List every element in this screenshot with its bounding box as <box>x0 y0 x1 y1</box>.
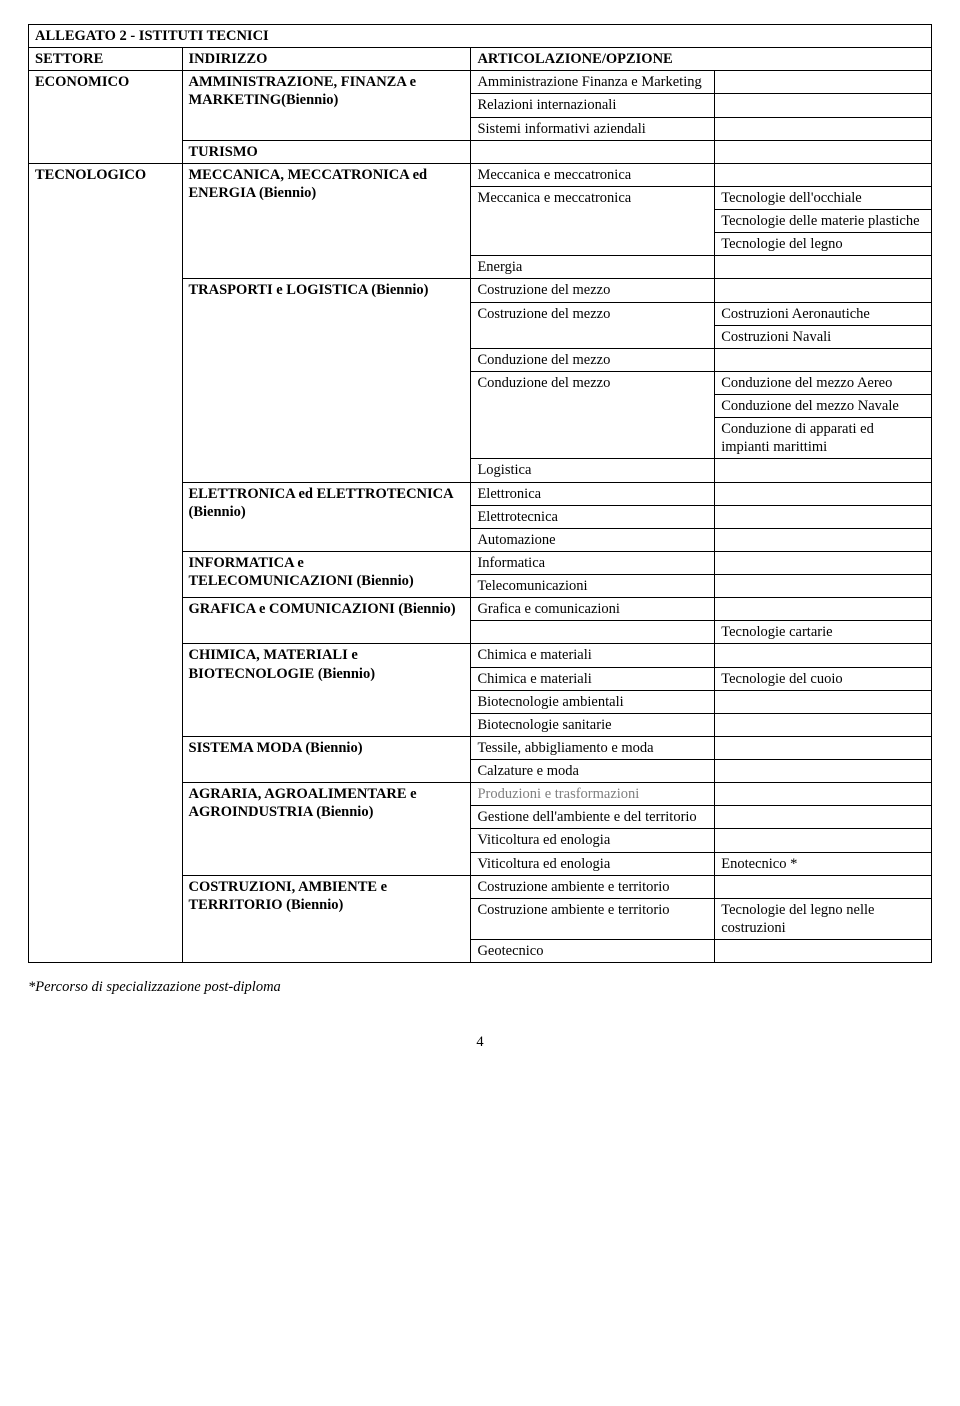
opt-cell: Costruzioni Aeronautiche <box>715 302 932 325</box>
opt-cell: Enotecnico * <box>715 852 932 875</box>
opt-cell <box>715 760 932 783</box>
opt-cell <box>715 875 932 898</box>
opt-cell <box>715 806 932 829</box>
art-cell: Chimica e materiali <box>471 644 715 667</box>
indirizzo-meccanica: MECCANICA, MECCATRONICA ed ENERGIA (Bien… <box>182 163 471 279</box>
opt-cell: Tecnologie cartarie <box>715 621 932 644</box>
art-cell: Meccanica e meccatronica <box>471 186 715 255</box>
art-cell: Meccanica e meccatronica <box>471 163 715 186</box>
art-cell: Viticoltura ed enologia <box>471 852 715 875</box>
art-cell: Grafica e comunicazioni <box>471 598 715 621</box>
art-cell: Automazione <box>471 528 715 551</box>
table-title: ALLEGATO 2 - ISTITUTI TECNICI <box>29 25 932 48</box>
footnote: *Percorso di specializzazione post-diplo… <box>28 979 932 996</box>
opt-cell: Conduzione del mezzo Navale <box>715 395 932 418</box>
opt-cell: Conduzione del mezzo Aereo <box>715 371 932 394</box>
art-cell: Produzioni e trasformazioni <box>471 783 715 806</box>
art-cell: Logistica <box>471 459 715 482</box>
opt-cell <box>715 644 932 667</box>
opt-cell: Tecnologie del legno <box>715 233 932 256</box>
opt-cell <box>715 459 932 482</box>
opt-cell <box>715 783 932 806</box>
opt-cell <box>715 736 932 759</box>
opt-cell <box>715 482 932 505</box>
opt-cell: Tecnologie delle materie plastiche <box>715 210 932 233</box>
art-cell <box>471 140 715 163</box>
art-cell: Costruzione del mezzo <box>471 279 715 302</box>
indirizzo-trasporti: TRASPORTI e LOGISTICA (Biennio) <box>182 279 471 482</box>
opt-cell <box>715 117 932 140</box>
opt-cell <box>715 575 932 598</box>
art-cell: Informatica <box>471 551 715 574</box>
opt-cell <box>715 279 932 302</box>
opt-cell <box>715 551 932 574</box>
art-cell <box>471 621 715 644</box>
opt-cell: Conduzione di apparati ed impianti marit… <box>715 418 932 459</box>
indirizzo-moda: SISTEMA MODA (Biennio) <box>182 736 471 782</box>
art-cell: Costruzione ambiente e territorio <box>471 875 715 898</box>
art-cell: Biotecnologie ambientali <box>471 690 715 713</box>
indirizzo-agraria: AGRARIA, AGROALIMENTARE e AGROINDUSTRIA … <box>182 783 471 876</box>
art-cell: Energia <box>471 256 715 279</box>
art-cell: Viticoltura ed enologia <box>471 829 715 852</box>
art-cell: Tessile, abbigliamento e moda <box>471 736 715 759</box>
opt-cell <box>715 505 932 528</box>
art-cell: Sistemi informativi aziendali <box>471 117 715 140</box>
opt-cell <box>715 940 932 963</box>
art-cell: Calzature e moda <box>471 760 715 783</box>
opt-cell <box>715 163 932 186</box>
opt-cell <box>715 256 932 279</box>
art-cell: Chimica e materiali <box>471 667 715 690</box>
indirizzo-turismo: TURISMO <box>182 140 471 163</box>
indirizzo-chimica: CHIMICA, MATERIALI e BIOTECNOLOGIE (Bien… <box>182 644 471 737</box>
page-number: 4 <box>28 1034 932 1051</box>
settore-tecnologico: TECNOLOGICO <box>29 163 183 962</box>
opt-cell <box>715 94 932 117</box>
opt-cell <box>715 528 932 551</box>
opt-cell <box>715 348 932 371</box>
settore-economico: ECONOMICO <box>29 71 183 164</box>
opt-cell: Tecnologie dell'occhiale <box>715 186 932 209</box>
indirizzo-costruzioni: COSTRUZIONI, AMBIENTE e TERRITORIO (Bien… <box>182 875 471 963</box>
opt-cell <box>715 598 932 621</box>
art-cell: Telecomunicazioni <box>471 575 715 598</box>
art-cell: Elettronica <box>471 482 715 505</box>
opt-cell <box>715 713 932 736</box>
indirizzo-amministrazione: AMMINISTRAZIONE, FINANZA e MARKETING(Bie… <box>182 71 471 140</box>
opt-cell <box>715 829 932 852</box>
art-cell: Conduzione del mezzo <box>471 348 715 371</box>
indirizzo-grafica: GRAFICA e COMUNICAZIONI (Biennio) <box>182 598 471 644</box>
indirizzo-informatica: INFORMATICA e TELECOMUNICAZIONI (Biennio… <box>182 551 471 597</box>
art-cell: Conduzione del mezzo <box>471 371 715 459</box>
art-cell: Amministrazione Finanza e Marketing <box>471 71 715 94</box>
art-cell: Costruzione del mezzo <box>471 302 715 348</box>
art-cell: Costruzione ambiente e territorio <box>471 898 715 939</box>
opt-cell <box>715 71 932 94</box>
art-cell: Elettrotecnica <box>471 505 715 528</box>
opt-cell: Tecnologie del cuoio <box>715 667 932 690</box>
art-cell: Relazioni internazionali <box>471 94 715 117</box>
art-cell: Gestione dell'ambiente e del territorio <box>471 806 715 829</box>
header-indirizzo: INDIRIZZO <box>182 48 471 71</box>
opt-cell: Costruzioni Navali <box>715 325 932 348</box>
art-cell: Geotecnico <box>471 940 715 963</box>
header-settore: SETTORE <box>29 48 183 71</box>
art-cell: Biotecnologie sanitarie <box>471 713 715 736</box>
opt-cell <box>715 690 932 713</box>
institutes-table: ALLEGATO 2 - ISTITUTI TECNICI SETTORE IN… <box>28 24 932 963</box>
opt-cell: Tecnologie del legno nelle costruzioni <box>715 898 932 939</box>
opt-cell <box>715 140 932 163</box>
header-articolazione: ARTICOLAZIONE/OPZIONE <box>471 48 932 71</box>
indirizzo-elettronica: ELETTRONICA ed ELETTROTECNICA (Biennio) <box>182 482 471 551</box>
